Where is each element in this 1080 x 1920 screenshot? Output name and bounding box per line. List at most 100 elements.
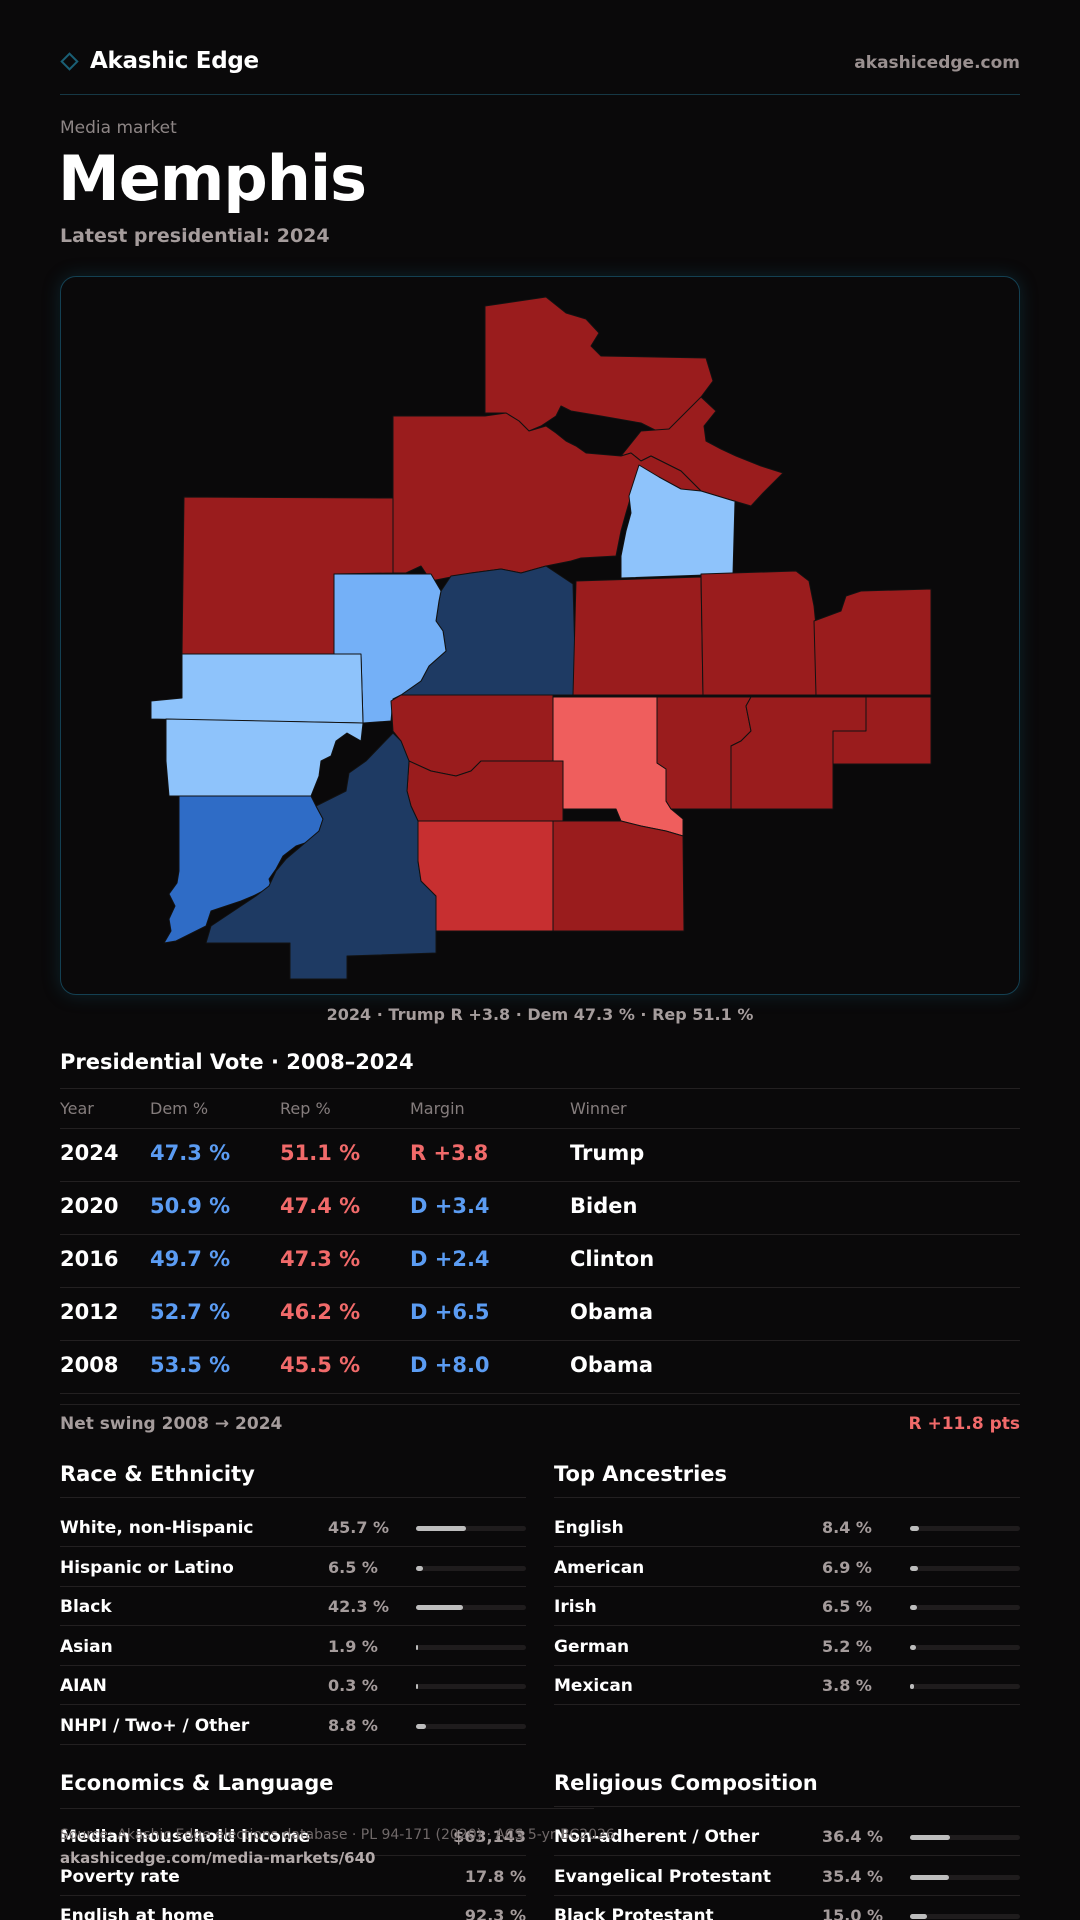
divider	[554, 1806, 1020, 1807]
economics-value: 17.8 %	[464, 1866, 526, 1886]
ancestry-label: German	[554, 1636, 630, 1657]
race-label: Black	[60, 1597, 112, 1618]
race-bar-track	[416, 1644, 526, 1650]
ancestry-row: Mexican 3.8 %	[554, 1665, 1020, 1706]
site-header: Akashic Edge akashicedge.com	[60, 0, 1020, 95]
footer-divider	[60, 1808, 594, 1809]
divider	[60, 1497, 526, 1498]
vote-rep: 47.4 %	[280, 1194, 361, 1218]
economics-section-title: Economics & Language	[60, 1771, 334, 1795]
latest-election-label: Latest presidential: 2024	[60, 225, 330, 247]
economics-row: Poverty rate 17.8 %	[60, 1856, 526, 1896]
ancestry-percent: 3.8 %	[822, 1676, 872, 1696]
race-label: NHPI / Two+ / Other	[60, 1716, 250, 1736]
religion-label: Evangelical Protestant	[554, 1866, 772, 1887]
race-percent: 42.3 %	[328, 1597, 390, 1617]
race-bar-fill	[416, 1724, 426, 1729]
vote-row: 2016 49.7 % 47.3 % D +2.4 Clinton	[60, 1235, 1020, 1288]
economics-label: English at home	[60, 1906, 215, 1920]
header-winner: Winner	[570, 1099, 627, 1118]
race-percent: 45.7 %	[328, 1518, 390, 1537]
ancestry-label: English	[554, 1518, 624, 1538]
ancestry-bar-fill	[910, 1526, 920, 1531]
vote-dem: 50.9 %	[150, 1194, 231, 1218]
ancestry-bar-fill	[910, 1605, 918, 1611]
county-south-red[interactable]	[417, 820, 554, 932]
footer-url[interactable]: akashicedge.com/media-markets/640	[60, 1849, 376, 1867]
ancestry-row: American 6.9 %	[554, 1547, 1020, 1587]
brand[interactable]: Akashic Edge	[60, 48, 259, 74]
county-east-c[interactable]	[813, 588, 932, 696]
vote-dem: 52.7 %	[150, 1300, 231, 1324]
county-west-lightblue[interactable]	[150, 653, 364, 724]
county-northmost[interactable]	[484, 296, 717, 434]
ancestry-bar-fill	[910, 1684, 915, 1690]
religion-section-title: Religious Composition	[554, 1771, 818, 1795]
religion-bar-track	[910, 1914, 1020, 1920]
race-row: Asian 1.9 %	[60, 1626, 526, 1666]
religion-percent: 36.4 %	[822, 1827, 884, 1846]
vote-winner: Obama	[570, 1300, 654, 1324]
vote-year: 2020	[60, 1194, 119, 1218]
ancestry-bar-track	[910, 1565, 1020, 1571]
economics-label: Poverty rate	[60, 1866, 180, 1887]
county-east-b[interactable]	[700, 570, 817, 696]
page-title: Memphis	[58, 142, 367, 215]
county-east-a[interactable]	[572, 576, 704, 696]
ancestry-bar-track	[910, 1605, 1020, 1611]
county-southwest-light[interactable]	[165, 718, 364, 797]
vote-table-header: Year Dem % Rep % Margin Winner	[60, 1099, 1020, 1129]
divider	[554, 1497, 1020, 1498]
vote-year: 2012	[60, 1300, 119, 1324]
religion-bar-fill	[910, 1835, 951, 1840]
religion-bar-fill	[910, 1914, 927, 1920]
vote-margin: D +8.0	[410, 1353, 490, 1377]
race-bar-track	[416, 1605, 526, 1611]
economics-row: Median household income $63,143	[60, 1816, 526, 1856]
vote-margin: D +3.4	[410, 1194, 490, 1218]
vote-year: 2008	[60, 1353, 119, 1377]
county-map-svg	[150, 296, 932, 980]
economics-label: Median household income	[60, 1827, 311, 1847]
ancestry-label: American	[554, 1557, 645, 1578]
ancestry-row: Irish 6.5 %	[554, 1586, 1020, 1627]
swing-label: Net swing 2008 → 2024	[60, 1414, 283, 1434]
vote-section-title: Presidential Vote · 2008–2024	[60, 1050, 414, 1074]
vote-row: 2020 50.9 % 47.4 % D +3.4 Biden	[60, 1182, 1020, 1235]
race-bar-fill	[416, 1526, 467, 1531]
vote-winner: Obama	[570, 1353, 654, 1377]
vote-dem: 53.5 %	[150, 1353, 231, 1377]
ancestry-percent: 5.2 %	[822, 1636, 872, 1656]
vote-year: 2024	[60, 1141, 119, 1165]
race-label: Hispanic or Latino	[60, 1557, 234, 1578]
economics-value: 92.3 %	[464, 1906, 526, 1920]
map-caption: 2024 · Trump R +3.8 · Dem 47.3 % · Rep 5…	[326, 1005, 754, 1024]
race-row: Hispanic or Latino 6.5 %	[60, 1547, 526, 1587]
vote-winner: Trump	[570, 1141, 645, 1165]
divider	[60, 1088, 1020, 1089]
race-bar-fill	[416, 1565, 424, 1571]
race-bar-fill	[416, 1605, 463, 1611]
ancestry-section-title: Top Ancestries	[554, 1462, 728, 1486]
ancestry-bar-fill	[910, 1565, 918, 1571]
header-dem: Dem %	[150, 1099, 209, 1118]
county-east-f[interactable]	[832, 696, 932, 765]
race-label: AIAN	[60, 1676, 107, 1697]
race-percent: 8.8 %	[328, 1716, 378, 1735]
race-label: White, non-Hispanic	[60, 1518, 254, 1538]
race-section-title: Race & Ethnicity	[60, 1462, 255, 1486]
divider	[60, 1404, 1020, 1405]
header-rep: Rep %	[280, 1099, 331, 1118]
religion-row: Black Protestant 15.0 %	[554, 1895, 1020, 1920]
race-bar-fill	[416, 1644, 419, 1650]
race-percent: 6.5 %	[328, 1557, 378, 1577]
diamond-logo-icon	[60, 51, 79, 71]
race-row: Black 42.3 %	[60, 1586, 526, 1627]
religion-percent: 35.4 %	[822, 1866, 884, 1886]
religion-row: Evangelical Protestant 35.4 %	[554, 1856, 1020, 1896]
religion-percent: 15.0 %	[822, 1906, 884, 1920]
religion-label: Non-adherent / Other	[554, 1827, 760, 1847]
site-link[interactable]: akashicedge.com	[854, 53, 1020, 73]
county-south-red-east[interactable]	[552, 820, 685, 932]
race-percent: 1.9 %	[328, 1636, 378, 1656]
